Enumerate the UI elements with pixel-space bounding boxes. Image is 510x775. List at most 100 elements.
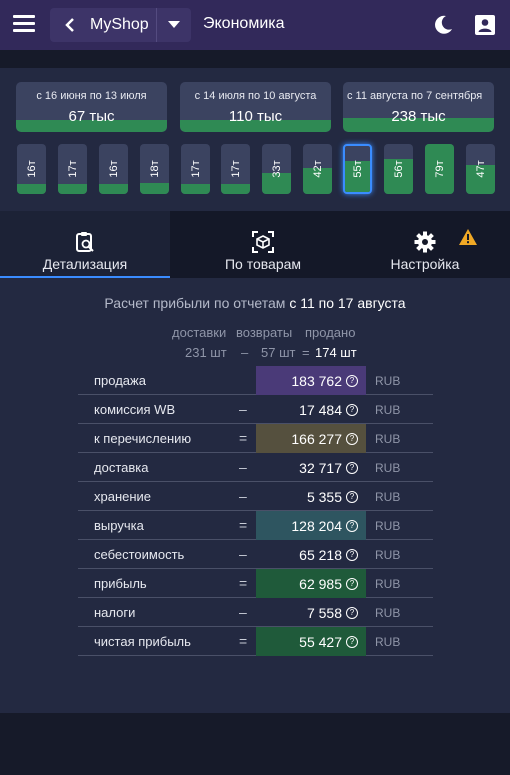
row-operator: –	[239, 604, 247, 620]
week-fill	[303, 167, 332, 194]
tab-details[interactable]: Детализация	[0, 211, 170, 278]
row-label: налоги	[94, 605, 136, 620]
week-fill	[345, 160, 370, 192]
row-value: 65 218	[299, 547, 342, 563]
help-question-icon[interactable]: ?	[346, 491, 358, 503]
week-label: 55т	[351, 160, 364, 178]
row-label: прибыль	[94, 576, 147, 591]
help-question-icon[interactable]: ?	[346, 636, 358, 648]
period-amount: 238 тыс	[391, 108, 446, 125]
week-bar[interactable]: 17т	[221, 144, 250, 194]
tab-active-indicator	[0, 276, 170, 278]
tab-label: По товарам	[224, 256, 302, 272]
clipboard-search-icon	[74, 231, 96, 253]
period-dates: с 14 июля по 10 августа	[194, 90, 317, 102]
period-card[interactable]: с 14 июля по 10 августа 110 тыс	[180, 82, 331, 132]
page-title: Экономика	[203, 15, 285, 32]
week-fill	[466, 164, 495, 194]
dark-mode-moon-icon[interactable]	[432, 14, 454, 36]
row-value-cell: 166 277?	[256, 424, 366, 453]
table-row: хранение – 5 355? RUB	[78, 482, 433, 511]
hamburger-menu-icon[interactable]	[13, 15, 35, 35]
row-label: хранение	[94, 489, 152, 504]
account-icon[interactable]	[475, 15, 495, 35]
top-app-bar: MyShop Экономика	[0, 0, 510, 50]
help-question-icon[interactable]: ?	[346, 578, 358, 590]
row-value-cell: 62 985?	[256, 569, 366, 598]
tab-products[interactable]: По товарам	[178, 211, 348, 278]
row-value: 62 985	[299, 576, 342, 592]
week-fill	[221, 184, 250, 194]
shop-name[interactable]: MyShop	[90, 16, 149, 33]
periods-panel: с 16 июня по 13 июля 67 тыс с 14 июля по…	[0, 68, 510, 211]
week-label: 47т	[474, 160, 487, 178]
help-question-icon[interactable]: ?	[346, 549, 358, 561]
row-value-cell: 128 204?	[256, 511, 366, 540]
week-bar[interactable]: 33т	[262, 144, 291, 194]
table-row: прибыль = 62 985? RUB	[78, 569, 433, 598]
row-currency: RUB	[375, 490, 401, 504]
period-card[interactable]: с 16 июня по 13 июля 67 тыс	[16, 82, 167, 132]
week-bar[interactable]: 17т	[181, 144, 210, 194]
period-amount: 110 тыс	[228, 108, 283, 125]
row-value: 5 355	[306, 489, 342, 505]
week-bar[interactable]: 55т	[343, 144, 372, 194]
row-label: чистая прибыль	[94, 634, 191, 649]
row-value: 7 558	[306, 605, 342, 621]
table-row: комиссия WB –17 484? RUB	[78, 395, 433, 424]
help-question-icon[interactable]: ?	[346, 404, 358, 416]
row-value: 166 277	[291, 431, 342, 447]
week-fill	[384, 159, 413, 194]
week-bar[interactable]: 16т	[17, 144, 46, 194]
week-bar[interactable]: 47т	[466, 144, 495, 194]
week-bar[interactable]: 42т	[303, 144, 332, 194]
period-fill	[343, 118, 494, 132]
dropdown-caret-icon[interactable]	[157, 8, 191, 42]
row-label: комиссия WB	[94, 402, 176, 417]
equals-sign: =	[302, 345, 310, 360]
gear-icon	[414, 231, 436, 253]
row-operator: =	[239, 517, 248, 533]
help-question-icon[interactable]: ?	[346, 462, 358, 474]
row-value: 128 204	[291, 518, 342, 534]
period-card[interactable]: с 11 августа по 7 сентября 238 тыс	[343, 82, 494, 132]
week-label: 16т	[25, 160, 38, 178]
row-label: к перечислению	[94, 431, 192, 446]
cube-scan-icon	[252, 231, 274, 253]
row-label: продажа	[94, 373, 146, 388]
week-label: 42т	[311, 160, 324, 178]
back-chevron-icon[interactable]	[50, 8, 90, 42]
week-bar[interactable]: 17т	[58, 144, 87, 194]
warning-icon[interactable]	[459, 229, 477, 245]
period-fill	[16, 120, 167, 132]
week-bar[interactable]: 79т	[425, 144, 454, 194]
table-row: к перечислению = 166 277? RUB	[78, 424, 433, 453]
row-currency: RUB	[375, 606, 401, 620]
deliveries-value: 231 шт	[185, 345, 227, 360]
help-question-icon[interactable]: ?	[346, 607, 358, 619]
week-label: 33т	[270, 160, 283, 178]
week-bar[interactable]: 18т	[140, 144, 169, 194]
week-label: 79т	[433, 160, 446, 178]
row-value: 32 717	[299, 460, 342, 476]
row-currency: RUB	[375, 432, 401, 446]
help-question-icon[interactable]: ?	[346, 433, 358, 445]
help-question-icon[interactable]: ?	[346, 520, 358, 532]
week-fill	[181, 184, 210, 194]
week-label: 17т	[229, 160, 242, 178]
bottom-area	[0, 713, 510, 775]
week-bar[interactable]: 56т	[384, 144, 413, 194]
sold-value: 174 шт	[315, 345, 357, 360]
week-fill	[425, 144, 454, 194]
row-operator: –	[239, 488, 247, 504]
table-row: чистая прибыль = 55 427? RUB	[78, 627, 433, 656]
table-row: доставка –32 717? RUB	[78, 453, 433, 482]
tab-settings[interactable]: Настройка	[340, 211, 510, 278]
row-value: 55 427	[299, 634, 342, 650]
tab-bar: Детализация По товарам Настройка	[0, 211, 510, 278]
week-bar[interactable]: 16т	[99, 144, 128, 194]
row-value-cell: 7 558?	[256, 598, 366, 627]
week-fill	[99, 184, 128, 194]
period-fill	[180, 120, 331, 132]
help-question-icon[interactable]: ?	[346, 375, 358, 387]
